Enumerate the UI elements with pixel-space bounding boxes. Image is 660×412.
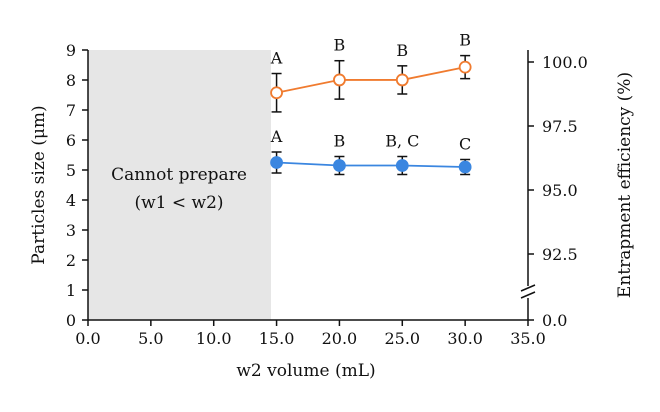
y-left-tick-label: 8 <box>66 71 76 90</box>
y-left-tick-label: 9 <box>66 41 76 60</box>
significance-letter: B <box>334 132 346 151</box>
y-left-tick-label: 1 <box>66 281 76 300</box>
data-point <box>270 86 283 100</box>
y-left-tick-label: 5 <box>66 161 76 180</box>
series-layer: A B B B A B B, C C <box>270 31 472 176</box>
y-axis-right-title: Entrapment efficiency (%) <box>615 72 635 298</box>
significance-letter: B <box>396 41 408 60</box>
y-axis-left-title: Particles size (μm) <box>29 105 49 264</box>
y-left-tick-label: 3 <box>66 221 76 240</box>
x-axis-title: w2 volume (mL) <box>236 361 375 381</box>
y-right-tick-label: 95.0 <box>542 181 578 200</box>
significance-letter: B <box>459 31 471 50</box>
significance-letter: B <box>334 36 346 55</box>
data-point <box>395 159 409 172</box>
series-line <box>276 66 466 94</box>
x-tick-label: 15.0 <box>259 329 295 348</box>
y-left-tick-label: 7 <box>66 101 76 120</box>
shaded-region-condition: (w1 < w2) <box>134 193 223 213</box>
x-tick-label: 35.0 <box>510 329 546 348</box>
x-tick-label: 30.0 <box>447 329 483 348</box>
y-left-tick-label: 4 <box>66 191 76 210</box>
y-left-tick-label: 0 <box>66 311 76 330</box>
shaded-region <box>88 50 271 320</box>
axis-break-mark <box>520 291 536 299</box>
y-right-tick-label: 0.0 <box>542 311 567 330</box>
y-right-tick-label: 100.0 <box>542 53 588 72</box>
x-tick-label: 20.0 <box>322 329 358 348</box>
y-left-tick-label: 2 <box>66 251 76 270</box>
series-line <box>276 161 466 168</box>
significance-letter: A <box>270 49 283 68</box>
significance-letter: A <box>270 127 283 146</box>
shaded-region-label: Cannot prepare <box>111 165 247 185</box>
significance-letter: B, C <box>385 132 419 151</box>
data-point <box>333 159 346 172</box>
axis-break-mark <box>520 284 536 292</box>
data-point <box>395 73 409 87</box>
x-tick-label: 0.0 <box>75 329 100 348</box>
x-tick-label: 5.0 <box>138 329 163 348</box>
axes: 0.0 5.0 10.0 15.0 20.0 25.0 30.0 35.0 0 1 2 3 4 5 6 7 8 9… <box>66 41 588 348</box>
data-point <box>270 156 283 169</box>
x-tick-label: 10.0 <box>196 329 232 348</box>
data-point <box>458 60 472 74</box>
x-tick-label: 25.0 <box>384 329 420 348</box>
y-left-tick-label: 6 <box>66 131 76 150</box>
data-point <box>333 73 346 87</box>
y-right-tick-label: 92.5 <box>542 245 578 264</box>
data-point <box>458 160 472 174</box>
y-right-tick-label: 97.5 <box>542 117 578 136</box>
significance-letter: C <box>459 135 471 154</box>
